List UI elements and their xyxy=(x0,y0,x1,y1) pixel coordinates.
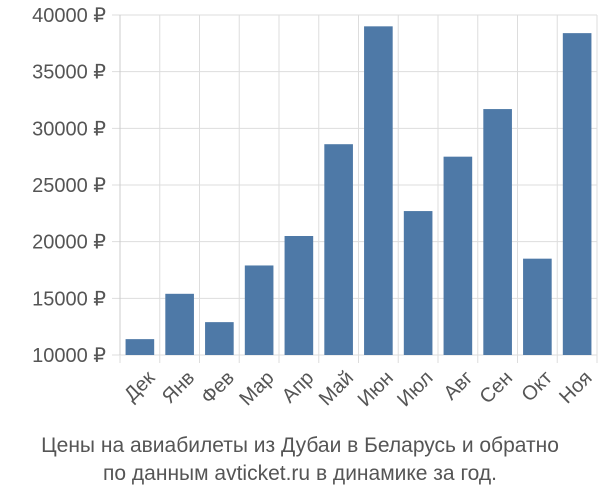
x-tick-label: Дек xyxy=(120,367,159,406)
x-tick-label: Янв xyxy=(158,367,199,408)
x-tick-label: Апр xyxy=(278,367,319,408)
bar-chart: 10000 ₽ 15000 ₽ 20000 ₽ 25000 ₽ 30000 ₽ 35000… xyxy=(32,5,598,411)
x-tick-label: Июл xyxy=(393,367,437,411)
bar-1 xyxy=(125,339,155,355)
y-tick-label: 35000 ₽ xyxy=(32,62,106,84)
bar-8 xyxy=(403,211,433,355)
bar-3 xyxy=(205,322,234,355)
chart-caption-line-2: по данным avticket.ru в динамике за год. xyxy=(103,462,497,485)
y-tick-label: 10000 ₽ xyxy=(32,345,106,367)
x-tick-label: Окт xyxy=(517,367,556,406)
bar-4 xyxy=(244,265,274,355)
y-tick-label: 25000 ₽ xyxy=(32,175,106,197)
bar-2 xyxy=(165,293,194,355)
x-tick-label: Ноя xyxy=(555,367,596,408)
y-tick-label: 30000 ₽ xyxy=(32,118,106,140)
bar-6 xyxy=(324,144,353,355)
bar-7 xyxy=(364,26,393,355)
x-tick-label: Май xyxy=(315,367,358,410)
bar-12 xyxy=(562,33,592,356)
bar-11 xyxy=(523,258,552,355)
bar-5 xyxy=(284,236,314,355)
bars xyxy=(125,26,592,356)
y-tick-label: 15000 ₽ xyxy=(32,288,106,310)
x-tick-label: Мар xyxy=(235,367,278,410)
x-tick-label: Сен xyxy=(476,367,517,408)
x-tick-label: Июн xyxy=(354,367,398,411)
chart-caption-line-1: Цены на авиабилеты из Дубаи в Беларусь и… xyxy=(41,434,559,457)
y-tick-labels: 10000 ₽ 15000 ₽ 20000 ₽ 25000 ₽ 30000 ₽ 35000… xyxy=(32,5,106,367)
bar-9 xyxy=(443,156,473,355)
grid xyxy=(112,14,598,363)
y-tick-label: 20000 ₽ xyxy=(32,232,106,254)
x-tick-label: Авг xyxy=(440,367,478,405)
bar-10 xyxy=(483,109,512,355)
x-tick-label: Фев xyxy=(197,367,239,409)
y-tick-label: 40000 ₽ xyxy=(32,5,106,27)
